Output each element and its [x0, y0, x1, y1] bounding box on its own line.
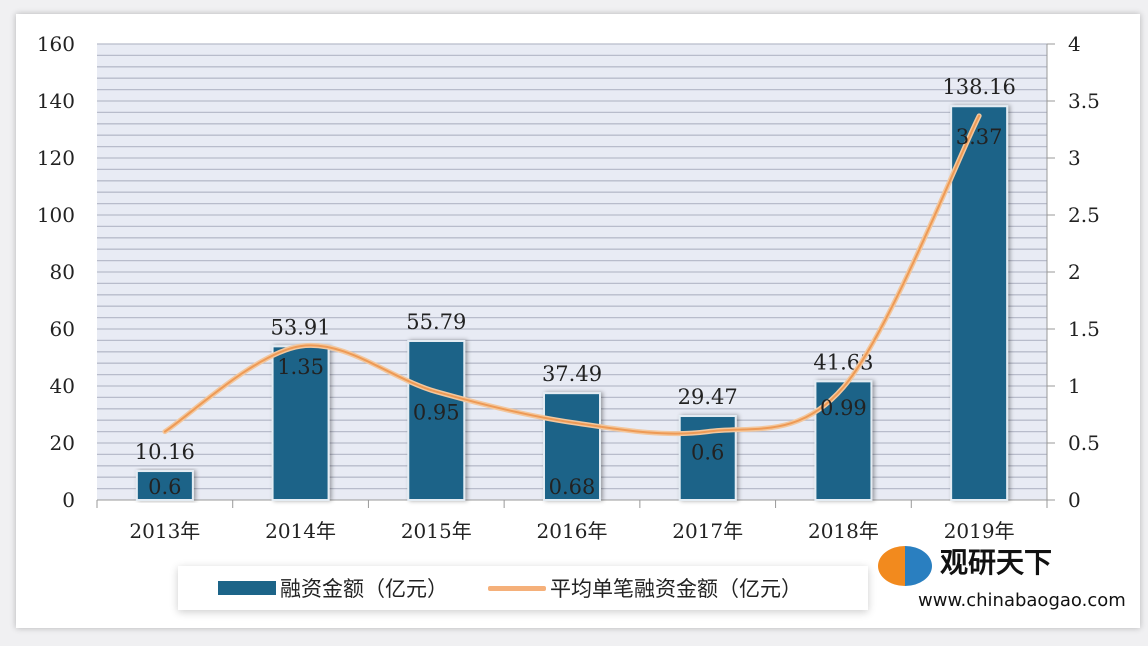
legend-item-line: 平均单笔融资金额（亿元）	[488, 573, 802, 603]
legend-swatch-bar	[218, 581, 276, 595]
line-data-label: 0.68	[549, 475, 596, 499]
x-tick-label: 2019年	[944, 519, 1015, 543]
line-series	[163, 114, 981, 435]
right-tick-label: 3.5	[1068, 89, 1100, 113]
bar-data-label: 138.16	[942, 75, 1015, 99]
left-tick-label: 0	[62, 488, 75, 512]
legend: 融资金额（亿元） 平均单笔融资金额（亿元）	[178, 566, 868, 610]
bar	[271, 345, 330, 501]
line-data-label: 3.37	[956, 125, 1003, 149]
line-data-label: 0.6	[691, 441, 724, 465]
left-tick-label: 60	[50, 317, 75, 341]
right-tick-label: 1	[1068, 374, 1081, 398]
bar	[950, 105, 1009, 502]
right-tick-label: 4	[1068, 32, 1081, 56]
bar-data-label: 53.91	[271, 315, 331, 339]
left-tick-label: 100	[37, 203, 75, 227]
watermark: 观研天下 www.chinabaogao.com	[878, 546, 1138, 626]
logo-mark-icon	[878, 546, 932, 586]
x-tick-label: 2018年	[808, 519, 879, 543]
legend-label-bar: 融资金额（亿元）	[280, 577, 448, 601]
bar-data-label: 37.49	[542, 362, 602, 386]
right-tick-label: 0.5	[1068, 431, 1100, 455]
bar-data-label: 55.79	[406, 310, 466, 334]
bar-data-label: 29.47	[678, 385, 738, 409]
left-tick-label: 160	[37, 32, 75, 56]
x-tick-label: 2015年	[401, 519, 472, 543]
legend-label-line: 平均单笔融资金额（亿元）	[550, 577, 802, 601]
bar	[814, 380, 873, 501]
right-tick-label: 2	[1068, 260, 1081, 284]
left-tick-label: 20	[50, 431, 75, 455]
x-tick-label: 2017年	[672, 519, 743, 543]
bar	[543, 392, 601, 501]
watermark-url: www.chinabaogao.com	[918, 590, 1126, 611]
line-data-label: 0.6	[148, 475, 181, 499]
line-data-label: 0.99	[820, 396, 867, 420]
bar-data-label: 10.16	[135, 440, 195, 464]
right-tick-label: 2.5	[1068, 203, 1100, 227]
watermark-logo: 观研天下	[940, 546, 1053, 579]
x-tick-label: 2016年	[537, 519, 608, 543]
bar	[135, 470, 194, 502]
left-tick-label: 140	[37, 89, 75, 113]
x-tick-label: 2013年	[129, 519, 200, 543]
x-tick-label: 2014年	[265, 519, 336, 543]
line-data-label: 0.95	[413, 401, 460, 425]
bar	[407, 339, 466, 501]
left-tick-label: 80	[50, 260, 75, 284]
legend-item-bar: 融资金额（亿元）	[218, 573, 448, 603]
left-tick-label: 120	[37, 146, 75, 170]
right-tick-label: 0	[1068, 488, 1081, 512]
legend-swatch-line	[488, 585, 546, 591]
right-tick-label: 3	[1068, 146, 1081, 170]
left-tick-label: 40	[50, 374, 75, 398]
line-data-label: 1.35	[277, 355, 324, 379]
right-tick-label: 1.5	[1068, 317, 1100, 341]
